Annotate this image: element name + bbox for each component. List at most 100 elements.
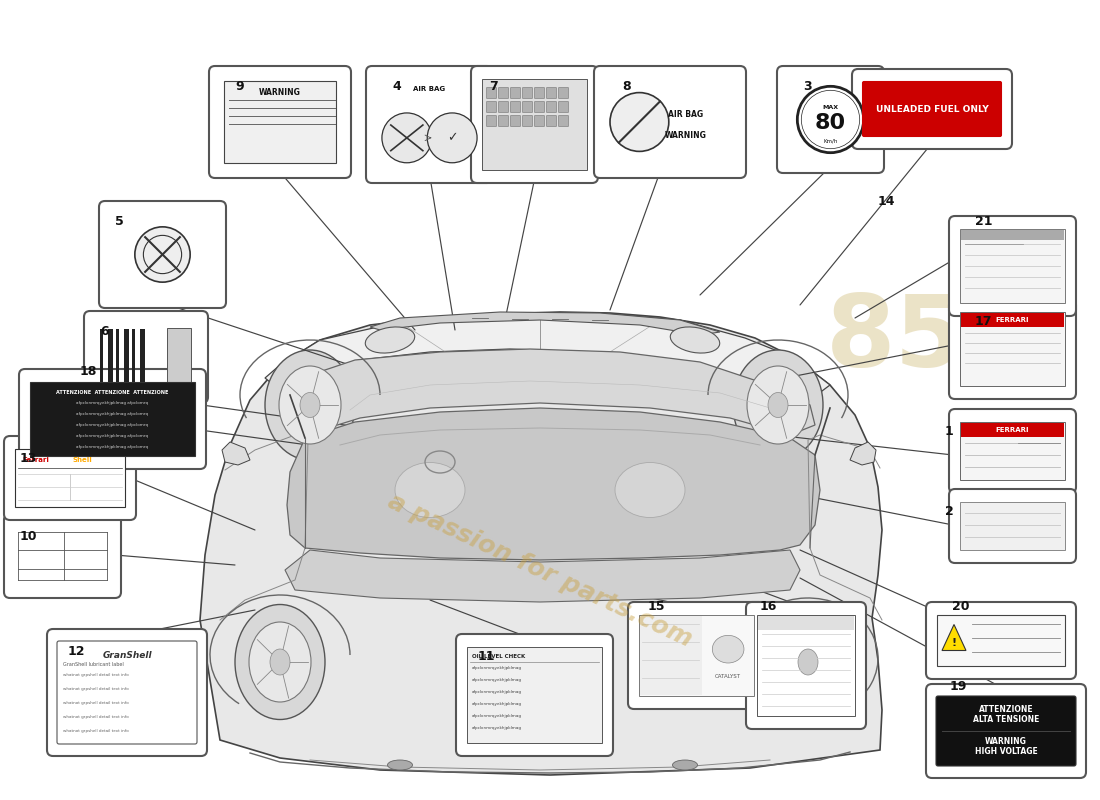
FancyBboxPatch shape bbox=[594, 66, 746, 178]
Text: afpclonmrqyekhjpklmag afpclomrq: afpclonmrqyekhjpklmag afpclomrq bbox=[76, 412, 148, 416]
Text: 14: 14 bbox=[878, 195, 895, 208]
FancyBboxPatch shape bbox=[4, 436, 136, 520]
Text: afpclonmrqyekhjpklmag: afpclonmrqyekhjpklmag bbox=[472, 666, 522, 670]
Text: 12: 12 bbox=[68, 645, 86, 658]
Text: 10: 10 bbox=[20, 530, 37, 543]
Ellipse shape bbox=[798, 649, 818, 675]
Text: 17: 17 bbox=[975, 315, 992, 328]
FancyBboxPatch shape bbox=[949, 299, 1076, 399]
Text: !: ! bbox=[952, 638, 957, 647]
Polygon shape bbox=[370, 312, 720, 335]
FancyBboxPatch shape bbox=[486, 102, 496, 113]
Ellipse shape bbox=[768, 393, 788, 418]
Polygon shape bbox=[200, 312, 882, 775]
Polygon shape bbox=[942, 625, 966, 650]
Text: 15: 15 bbox=[648, 600, 666, 613]
Text: afpclonmrqyekhjpklmag: afpclonmrqyekhjpklmag bbox=[472, 726, 522, 730]
Ellipse shape bbox=[615, 462, 685, 518]
Text: whatnot grpshell detail text info: whatnot grpshell detail text info bbox=[63, 701, 129, 705]
Ellipse shape bbox=[395, 462, 465, 518]
FancyBboxPatch shape bbox=[758, 616, 854, 630]
Text: afpclonmrqyekhjpklmag afpclomrq: afpclonmrqyekhjpklmag afpclomrq bbox=[76, 423, 148, 427]
FancyBboxPatch shape bbox=[757, 615, 855, 716]
Text: 4: 4 bbox=[392, 80, 400, 93]
Text: afpclonmrqyekhjpklmag afpclomrq: afpclonmrqyekhjpklmag afpclomrq bbox=[76, 434, 148, 438]
Ellipse shape bbox=[670, 327, 719, 353]
Circle shape bbox=[427, 113, 477, 162]
FancyBboxPatch shape bbox=[547, 87, 557, 98]
Circle shape bbox=[798, 86, 864, 153]
Text: Ferrari: Ferrari bbox=[22, 457, 48, 463]
Text: CATALYST: CATALYST bbox=[715, 674, 741, 679]
Circle shape bbox=[135, 227, 190, 282]
Polygon shape bbox=[265, 313, 830, 400]
Text: whatnot grpshell detail text info: whatnot grpshell detail text info bbox=[63, 729, 129, 733]
Ellipse shape bbox=[387, 760, 412, 770]
FancyBboxPatch shape bbox=[132, 329, 135, 385]
FancyBboxPatch shape bbox=[522, 115, 532, 126]
Ellipse shape bbox=[235, 605, 324, 719]
Ellipse shape bbox=[747, 366, 808, 444]
FancyBboxPatch shape bbox=[949, 489, 1076, 563]
Text: afpclonmrqyekhjpklmag: afpclonmrqyekhjpklmag bbox=[472, 690, 522, 694]
Text: HIGH VOLTAGE: HIGH VOLTAGE bbox=[975, 747, 1037, 757]
FancyBboxPatch shape bbox=[510, 87, 520, 98]
Text: 2: 2 bbox=[945, 505, 954, 518]
Ellipse shape bbox=[270, 649, 290, 675]
Text: GranShell: GranShell bbox=[102, 650, 152, 659]
Text: AIR BAG: AIR BAG bbox=[668, 110, 703, 119]
FancyBboxPatch shape bbox=[498, 87, 508, 98]
Text: 6: 6 bbox=[100, 325, 109, 338]
Text: whatnot grpshell detail text info: whatnot grpshell detail text info bbox=[63, 715, 129, 719]
Text: 13: 13 bbox=[20, 452, 37, 465]
FancyBboxPatch shape bbox=[926, 684, 1086, 778]
Text: a passion for parts.com: a passion for parts.com bbox=[384, 489, 696, 651]
FancyBboxPatch shape bbox=[167, 328, 191, 386]
Text: afpclonmrqyekhjpklmag afpclomrq: afpclonmrqyekhjpklmag afpclomrq bbox=[76, 401, 148, 405]
FancyBboxPatch shape bbox=[535, 115, 544, 126]
Text: WARNING: WARNING bbox=[664, 130, 706, 140]
FancyBboxPatch shape bbox=[960, 422, 1065, 480]
Ellipse shape bbox=[249, 622, 311, 702]
FancyBboxPatch shape bbox=[486, 115, 496, 126]
Text: ✓: ✓ bbox=[447, 131, 458, 144]
FancyBboxPatch shape bbox=[15, 449, 125, 507]
FancyBboxPatch shape bbox=[559, 102, 569, 113]
Text: whatnot grpshell detail text info: whatnot grpshell detail text info bbox=[63, 687, 129, 691]
Polygon shape bbox=[285, 550, 800, 602]
FancyBboxPatch shape bbox=[640, 616, 702, 695]
FancyBboxPatch shape bbox=[468, 647, 602, 743]
Text: MAX: MAX bbox=[823, 106, 838, 110]
Text: 3: 3 bbox=[803, 80, 812, 93]
Text: UNLEADED FUEL ONLY: UNLEADED FUEL ONLY bbox=[876, 105, 989, 114]
FancyBboxPatch shape bbox=[949, 216, 1076, 316]
FancyBboxPatch shape bbox=[961, 230, 1064, 240]
FancyBboxPatch shape bbox=[482, 79, 587, 170]
Text: ATTENZIONE: ATTENZIONE bbox=[979, 706, 1033, 714]
FancyBboxPatch shape bbox=[124, 329, 129, 385]
FancyBboxPatch shape bbox=[960, 312, 1065, 386]
FancyBboxPatch shape bbox=[486, 87, 496, 98]
Text: 11: 11 bbox=[478, 650, 495, 663]
Text: Km/h: Km/h bbox=[823, 138, 838, 143]
FancyBboxPatch shape bbox=[535, 102, 544, 113]
FancyBboxPatch shape bbox=[960, 229, 1065, 303]
FancyBboxPatch shape bbox=[746, 602, 866, 729]
Text: OIL LEVEL CHECK: OIL LEVEL CHECK bbox=[472, 654, 526, 658]
FancyBboxPatch shape bbox=[559, 115, 569, 126]
Ellipse shape bbox=[300, 393, 320, 418]
Polygon shape bbox=[287, 408, 820, 560]
Text: 20: 20 bbox=[952, 600, 969, 613]
Polygon shape bbox=[290, 349, 815, 435]
Circle shape bbox=[382, 113, 432, 162]
FancyBboxPatch shape bbox=[498, 115, 508, 126]
FancyBboxPatch shape bbox=[209, 66, 351, 178]
FancyBboxPatch shape bbox=[100, 329, 103, 385]
Text: 21: 21 bbox=[975, 215, 992, 228]
Text: FERRARI: FERRARI bbox=[996, 427, 1030, 433]
Text: GranShell lubricant label: GranShell lubricant label bbox=[63, 662, 123, 667]
FancyBboxPatch shape bbox=[498, 102, 508, 113]
Text: 18: 18 bbox=[80, 365, 98, 378]
FancyBboxPatch shape bbox=[535, 87, 544, 98]
FancyBboxPatch shape bbox=[522, 102, 532, 113]
